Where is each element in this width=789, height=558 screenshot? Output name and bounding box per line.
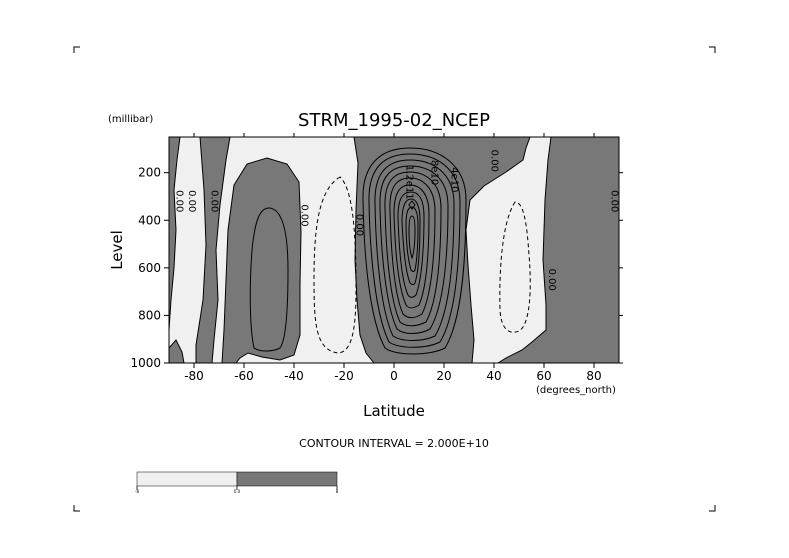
positive-region-left-edge (169, 137, 181, 331)
x-tick-label: -80 (184, 369, 204, 383)
legend-swatch-positive (236, 471, 338, 487)
legend-label-center: 0.0 (234, 489, 241, 494)
y-tick-label: 400 (138, 213, 161, 227)
x-tick-label: 20 (436, 369, 451, 383)
chart-title: STRM_1995-02_NCEP (298, 110, 490, 131)
x-tick-label: -40 (284, 369, 304, 383)
positive-region-polar-south (195, 137, 231, 363)
legend-swatch-negative (136, 471, 238, 487)
y-tick-label: 1000 (130, 356, 161, 370)
positive-region-north (497, 137, 619, 363)
crop-marks (73, 46, 716, 512)
contour-label: 0.00 (546, 269, 557, 291)
legend-label-left: -8 (135, 489, 139, 494)
contour-labels: 0.00 0.00 0.000.00 0.000.000.000.004e108e10… (174, 150, 620, 291)
contour-label: 0.00 (209, 190, 220, 212)
contour-label: 0.00 (354, 214, 365, 236)
x-tick-label: -60 (234, 369, 254, 383)
positive-region-south-edge (169, 339, 185, 363)
contour-label: 0.00 (186, 190, 197, 212)
y-axis-title: Level (108, 230, 126, 270)
contour-south-inner (249, 207, 289, 352)
y-tick-label: 600 (138, 261, 161, 275)
y-units-label: (millibar) (108, 114, 153, 125)
x-axis: -80 -60 -40 -20 0 20 40 60 80 (184, 133, 602, 383)
x-tick-label: 0 (390, 369, 398, 383)
y-tick-label: 200 (138, 166, 161, 180)
x-tick-label: 80 (586, 369, 601, 383)
legend-label-right: 8 (336, 489, 339, 494)
contour-label: 0.00 (299, 204, 310, 226)
contour-label: 8e10 (429, 160, 440, 185)
tropical-cell-contours (362, 147, 467, 355)
y-tick-label: 800 (138, 308, 161, 322)
x-axis-title: Latitude (363, 402, 425, 420)
positive-region-tropics (353, 137, 531, 363)
contour-label: 4e10 (449, 167, 460, 192)
x-tick-label: 40 (486, 369, 501, 383)
plot-area: 0.00 0.00 0.000.00 0.000.000.000.004e108e10… (169, 137, 620, 363)
x-tick-label: -20 (334, 369, 354, 383)
positive-region-midlat-south (221, 157, 302, 363)
contour-interval-label: CONTOUR INTERVAL = 2.000E+10 (299, 437, 489, 450)
y-axis: 200 400 600 800 1000 (130, 166, 623, 370)
contour-label: 1.2e11 (404, 165, 415, 200)
x-tick-label: 60 (536, 369, 551, 383)
contour-label: 0.00 (609, 190, 620, 212)
negative-contour-north (499, 201, 531, 333)
contour-max-marker (408, 200, 416, 210)
x-units-label: (degrees_north) (536, 385, 616, 396)
contour-label: 0.00 (174, 190, 185, 212)
contour-label: 0.00 (489, 150, 500, 172)
color-legend: -8 0.0 8 (135, 471, 339, 494)
